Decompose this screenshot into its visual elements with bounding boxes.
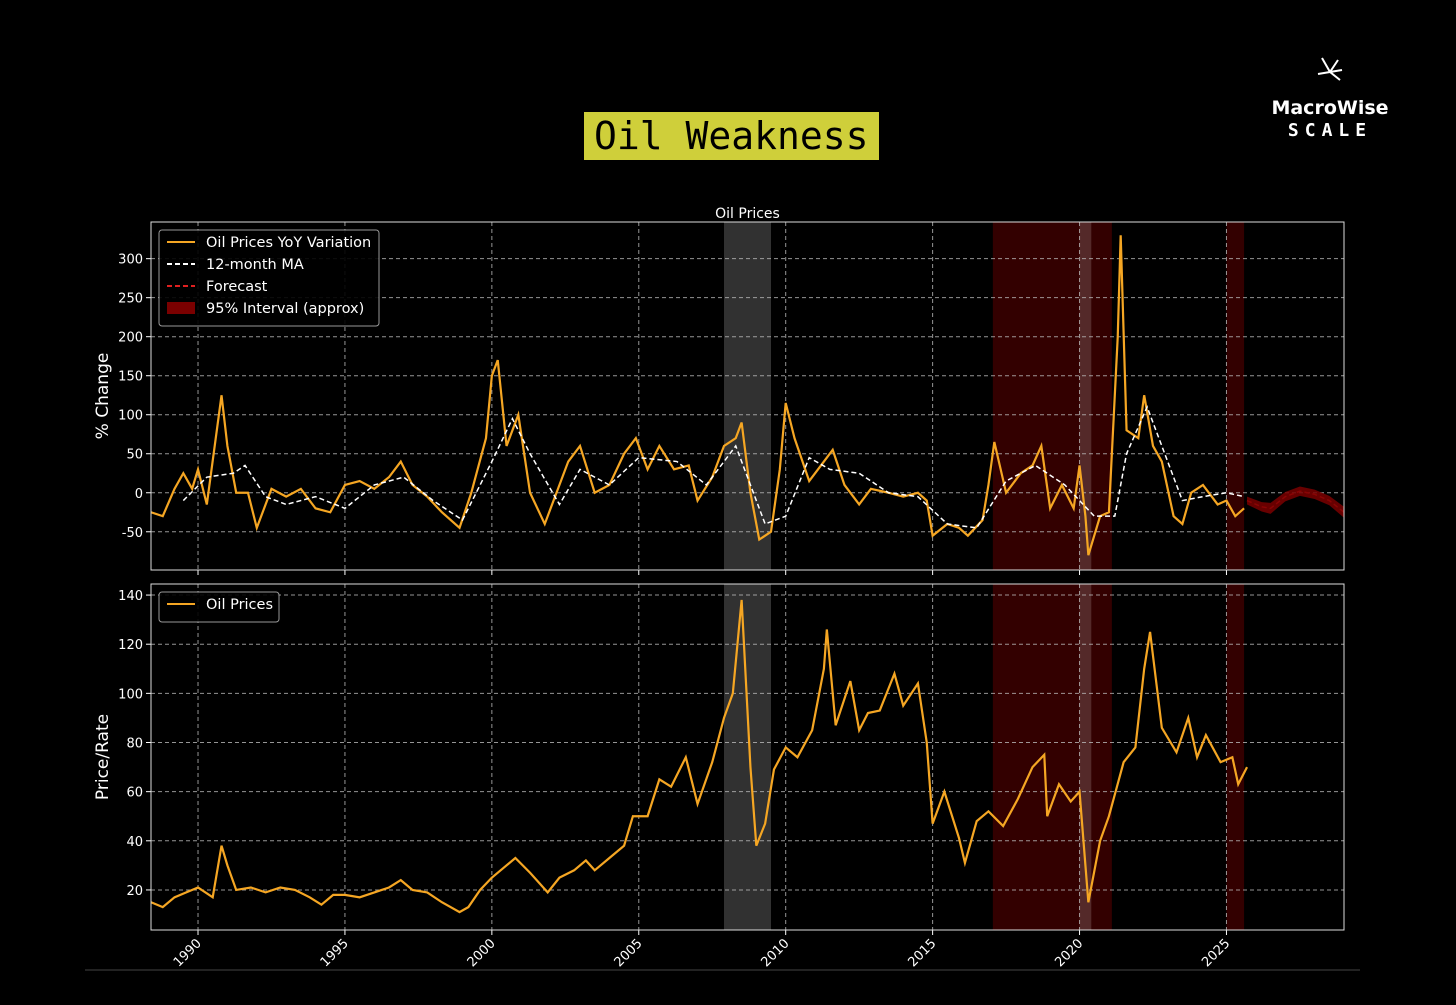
x-tick-label: 2005 [612,936,646,970]
y-tick-label: 20 [126,884,143,899]
x-tick-label: 2000 [465,936,499,970]
shaded-period [1079,222,1092,570]
shaded-period [992,222,1112,570]
x-tick-label: 1990 [171,936,205,970]
series-line [151,599,1249,914]
series-line [182,404,1245,529]
y-tick-label: 0 [135,487,143,502]
plot-frame [150,221,1345,571]
legend-label: 95% Interval (approx) [206,301,364,317]
y-tick-label: 100 [118,409,143,424]
shaded-period [1226,584,1245,930]
legend-box [158,229,380,327]
series-group [151,599,1249,914]
y-tick-label: 140 [118,589,143,604]
chart-subtitle: Oil Prices [715,206,780,222]
series-line [151,235,1245,556]
y-tick-label: 250 [118,292,143,307]
y-tick-label: 300 [118,253,143,268]
x-tick-label: 1995 [318,936,352,970]
shaded-period [1079,584,1092,930]
legend-label: Oil Prices YoY Variation [206,235,371,251]
shaded-period [723,584,772,930]
y-tick-label: -50 [122,526,143,541]
y-tick-label: 200 [118,331,143,346]
y-tick-label: 80 [126,737,143,752]
y-tick-label: 50 [126,448,143,463]
y-axis-label: % Change [93,353,113,440]
logo-tagline: SCALE [1288,120,1372,141]
shaded-period [723,222,772,570]
plot-frame [150,583,1345,931]
y-tick-label: 150 [118,370,143,385]
legend-label: Forecast [206,279,268,295]
shaded-period [1226,222,1245,570]
legend-label: 12-month MA [206,257,304,273]
series-group [151,235,1344,556]
interval-band [1247,486,1344,518]
y-tick-label: 120 [118,638,143,653]
y-tick-label: 40 [126,835,143,850]
logo-icon [1317,57,1343,81]
y-tick-label: 100 [118,687,143,702]
x-tick-label: 2025 [1199,936,1233,970]
logo-name: MacroWise [1271,97,1388,119]
x-tick-label: 2015 [905,936,939,970]
x-tick-label: 2010 [759,936,793,970]
legend-box [158,591,280,623]
y-axis-label: Price/Rate [93,714,113,800]
x-tick-label: 2020 [1052,936,1086,970]
legend-label: Oil Prices [206,597,273,613]
legend-swatch [167,302,195,314]
page-title: Oil Weakness [584,112,879,160]
shaded-period [992,584,1112,930]
y-tick-label: 60 [126,786,143,801]
